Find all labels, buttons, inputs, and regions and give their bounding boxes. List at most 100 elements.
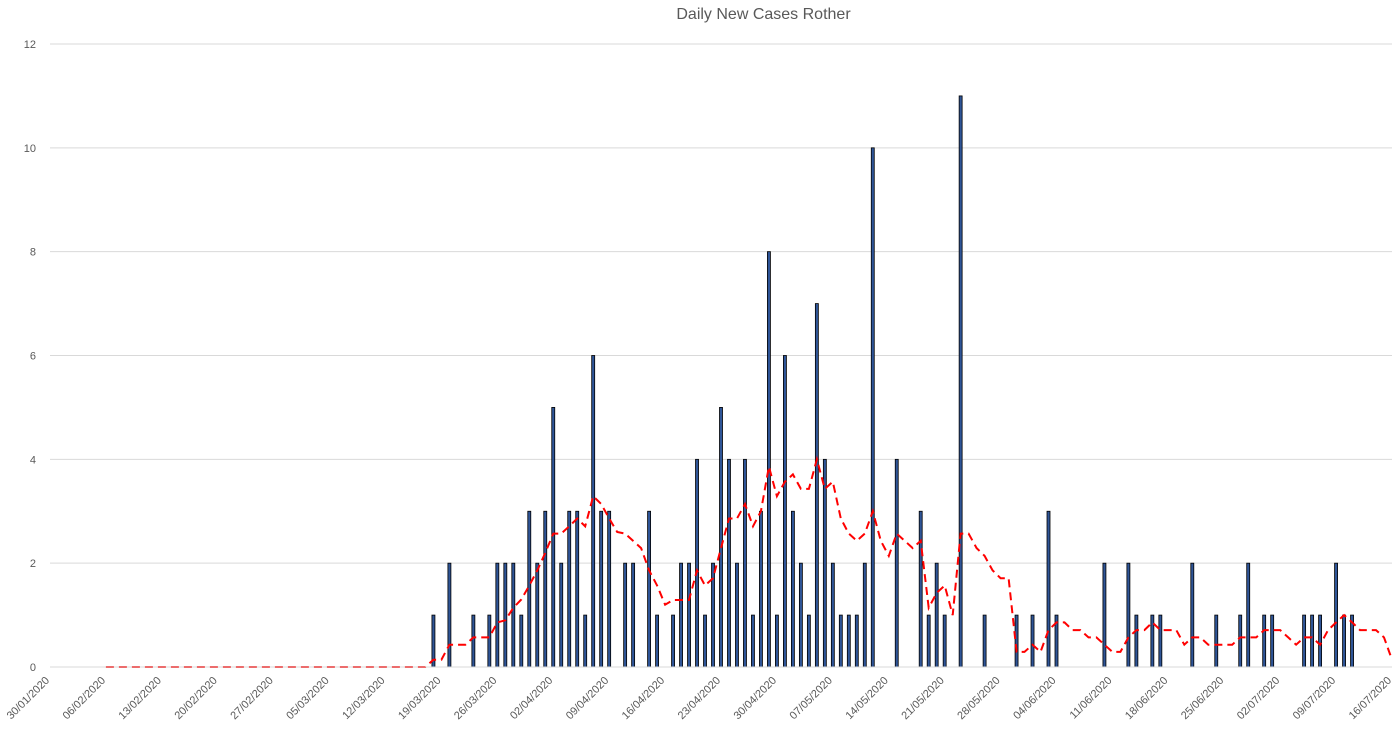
bar-54 — [958, 95, 963, 668]
bar-9 — [535, 562, 540, 668]
bar-11 — [551, 407, 556, 668]
bar-60 — [1102, 562, 1107, 668]
bar-71 — [1302, 614, 1307, 668]
x-tick-label-10: 09/04/2020 — [564, 675, 611, 722]
bar-27 — [703, 614, 707, 668]
x-tick-label-13: 30/04/2020 — [732, 675, 779, 722]
bar-18 — [607, 510, 612, 668]
x-tick-label-9: 02/04/2020 — [508, 675, 555, 722]
bar-41 — [814, 303, 819, 668]
bar-45 — [846, 614, 851, 668]
bar-3 — [487, 614, 492, 668]
x-tick-label-6: 12/03/2020 — [340, 675, 387, 722]
bar-31 — [735, 562, 739, 668]
bar-70 — [1270, 614, 1275, 668]
x-tick-label-1: 06/02/2020 — [61, 675, 108, 722]
bar-65 — [1190, 562, 1195, 668]
x-tick-label-2: 13/02/2020 — [117, 675, 164, 722]
bar-63 — [1150, 614, 1155, 668]
bar-15 — [583, 614, 588, 668]
bar-48 — [870, 147, 875, 668]
bar-32 — [743, 458, 747, 668]
x-tick-label-18: 04/06/2020 — [1011, 675, 1058, 722]
bar-66 — [1214, 614, 1219, 668]
bar-69 — [1262, 614, 1267, 668]
bar-61 — [1126, 562, 1131, 668]
bar-14 — [575, 510, 580, 668]
bar-73 — [1318, 614, 1323, 668]
bar-23 — [671, 614, 675, 668]
x-tick-label-4: 27/02/2020 — [228, 675, 275, 722]
bar-74 — [1334, 562, 1338, 668]
x-tick-label-14: 07/05/2020 — [788, 675, 835, 722]
bar-75 — [1342, 614, 1346, 668]
bar-25 — [687, 562, 691, 668]
bar-29 — [719, 407, 723, 668]
bar-53 — [942, 614, 947, 668]
x-tick-label-5: 05/03/2020 — [284, 675, 331, 722]
bar-43 — [830, 562, 835, 668]
bar-58 — [1046, 510, 1051, 668]
bar-17 — [599, 510, 604, 668]
y-tick-label-4: 4 — [30, 454, 36, 466]
bar-series — [431, 95, 1354, 668]
x-tick-label-17: 28/05/2020 — [955, 675, 1002, 722]
x-tick-label-21: 25/06/2020 — [1179, 675, 1226, 722]
bar-1 — [447, 562, 452, 668]
y-tick-label-0: 0 — [30, 662, 36, 674]
y-tick-label-8: 8 — [30, 247, 36, 259]
x-tick-label-11: 16/04/2020 — [620, 675, 667, 722]
y-axis-ticks: 0 2 4 6 8 10 12 — [24, 39, 36, 674]
bar-46 — [854, 614, 859, 668]
bar-20 — [631, 562, 636, 668]
bar-7 — [519, 614, 524, 668]
bar-34 — [759, 510, 763, 668]
bar-6 — [511, 562, 516, 668]
x-tick-label-16: 21/05/2020 — [899, 675, 946, 722]
bar-26 — [695, 458, 699, 668]
bar-24 — [679, 562, 683, 668]
bar-64 — [1158, 614, 1163, 668]
bar-49 — [894, 458, 899, 668]
bar-56 — [1014, 614, 1019, 668]
x-tick-label-15: 14/05/2020 — [843, 675, 890, 722]
bar-16 — [591, 355, 596, 668]
bar-2 — [471, 614, 476, 668]
x-tick-label-20: 18/06/2020 — [1123, 675, 1170, 722]
bar-12 — [559, 562, 564, 668]
bar-39 — [798, 562, 803, 668]
chart-title: Daily New Cases Rother — [676, 6, 851, 23]
bar-30 — [727, 458, 731, 668]
bar-38 — [790, 510, 795, 668]
moving-average-series — [105, 455, 1392, 668]
bar-33 — [751, 614, 755, 668]
bar-47 — [862, 562, 867, 668]
bar-42 — [822, 458, 827, 668]
x-tick-label-23: 09/07/2020 — [1291, 675, 1338, 722]
bar-5 — [503, 562, 508, 668]
bar-10 — [543, 510, 548, 668]
bar-36 — [775, 614, 779, 668]
y-tick-label-2: 2 — [30, 558, 36, 570]
x-tick-label-0: 30/01/2020 — [5, 675, 52, 722]
bar-13 — [567, 510, 572, 668]
x-tick-label-8: 26/03/2020 — [452, 675, 499, 722]
bar-72 — [1310, 614, 1315, 668]
bar-62 — [1134, 614, 1139, 668]
x-tick-label-24: 16/07/2020 — [1347, 675, 1392, 722]
bar-21 — [647, 510, 652, 668]
bar-19 — [623, 562, 628, 668]
bar-68 — [1246, 562, 1251, 668]
bar-55 — [982, 614, 987, 668]
moving-average-line — [105, 455, 1392, 668]
x-tick-label-19: 11/06/2020 — [1068, 675, 1115, 722]
bar-22 — [655, 614, 659, 668]
x-axis-ticks: 30/01/2020 06/02/2020 13/02/2020 20/02/2020… — [5, 675, 1392, 722]
bar-52 — [934, 562, 939, 668]
y-tick-label-12: 12 — [24, 39, 36, 51]
x-tick-label-7: 19/03/2020 — [396, 675, 443, 722]
x-tick-label-3: 20/02/2020 — [172, 675, 219, 722]
bar-35 — [767, 251, 771, 668]
x-tick-label-12: 23/04/2020 — [676, 675, 723, 722]
